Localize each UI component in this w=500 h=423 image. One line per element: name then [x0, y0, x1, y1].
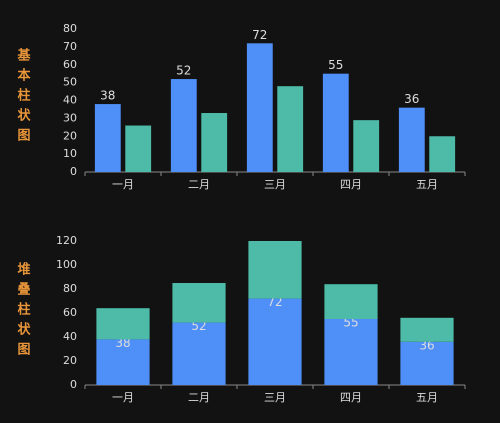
y-tick-label: 50	[63, 76, 77, 89]
y-tick-label: 0	[70, 165, 77, 178]
bar-segment	[248, 241, 302, 299]
bar	[322, 73, 349, 172]
y-tick-label: 0	[70, 378, 77, 391]
y-tick-label: 120	[56, 234, 77, 247]
y-tick-label: 60	[63, 306, 77, 319]
chart-title: 基本柱状图	[15, 47, 32, 148]
x-tick-label: 四月	[340, 391, 362, 404]
bar-segment	[324, 319, 378, 385]
data-label: 52	[176, 64, 191, 78]
y-tick-label: 70	[63, 40, 77, 53]
data-label: 55	[328, 58, 343, 72]
bar	[398, 107, 425, 172]
bar	[277, 86, 304, 172]
y-tick-label: 80	[63, 22, 77, 35]
bar	[94, 104, 121, 172]
bar-segment	[324, 284, 378, 319]
bar	[246, 43, 273, 172]
y-tick-label: 40	[63, 94, 77, 107]
bar	[429, 136, 456, 172]
bar-segment	[172, 322, 226, 385]
y-tick-label: 80	[63, 282, 77, 295]
bar-segment	[400, 317, 454, 342]
y-tick-label: 20	[63, 129, 77, 142]
data-label: 36	[404, 92, 419, 106]
x-tick-label: 四月	[340, 178, 362, 191]
x-tick-label: 三月	[264, 391, 286, 404]
y-tick-label: 30	[63, 111, 77, 124]
y-tick-label: 100	[56, 258, 77, 271]
x-tick-label: 五月	[416, 391, 438, 404]
x-tick-label: 三月	[264, 178, 286, 191]
y-tick-label: 10	[63, 147, 77, 160]
bar-segment	[96, 308, 150, 340]
bar-segment	[248, 298, 302, 385]
x-tick-label: 一月	[112, 178, 134, 191]
y-tick-label: 20	[63, 354, 77, 367]
bar	[125, 125, 152, 172]
data-label: 38	[100, 89, 115, 103]
x-tick-label: 二月	[188, 391, 210, 404]
bar-segment	[172, 283, 226, 323]
x-tick-label: 五月	[416, 178, 438, 191]
bar-segment	[96, 339, 150, 385]
y-tick-label: 60	[63, 58, 77, 71]
bar	[170, 79, 197, 172]
bar	[353, 120, 380, 172]
bar	[201, 113, 228, 172]
bar-segment	[400, 341, 454, 385]
x-tick-label: 一月	[112, 391, 134, 404]
chart-title: 堆叠柱状图	[15, 261, 31, 362]
y-tick-label: 40	[63, 330, 77, 343]
x-tick-label: 二月	[188, 178, 210, 191]
data-label: 72	[252, 28, 267, 42]
